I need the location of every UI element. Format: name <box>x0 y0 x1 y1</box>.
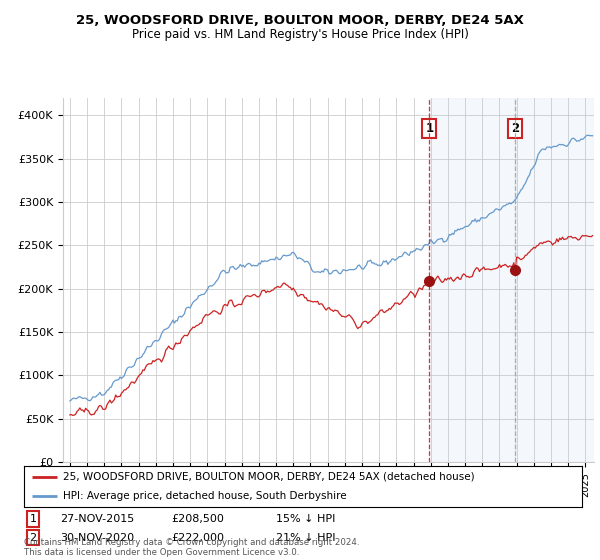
Text: Price paid vs. HM Land Registry's House Price Index (HPI): Price paid vs. HM Land Registry's House … <box>131 28 469 41</box>
Text: 15% ↓ HPI: 15% ↓ HPI <box>276 514 335 524</box>
Text: Contains HM Land Registry data © Crown copyright and database right 2024.
This d: Contains HM Land Registry data © Crown c… <box>24 538 359 557</box>
Text: £222,000: £222,000 <box>171 533 224 543</box>
Text: 1: 1 <box>29 514 37 524</box>
Text: 2: 2 <box>29 533 37 543</box>
Text: £208,500: £208,500 <box>171 514 224 524</box>
Text: 30-NOV-2020: 30-NOV-2020 <box>60 533 134 543</box>
Text: 27-NOV-2015: 27-NOV-2015 <box>60 514 134 524</box>
Text: 21% ↓ HPI: 21% ↓ HPI <box>276 533 335 543</box>
Text: 25, WOODSFORD DRIVE, BOULTON MOOR, DERBY, DE24 5AX: 25, WOODSFORD DRIVE, BOULTON MOOR, DERBY… <box>76 14 524 27</box>
Bar <box>430 98 515 462</box>
Bar <box>515 98 594 462</box>
Text: 1: 1 <box>425 122 433 135</box>
Text: 25, WOODSFORD DRIVE, BOULTON MOOR, DERBY, DE24 5AX (detached house): 25, WOODSFORD DRIVE, BOULTON MOOR, DERBY… <box>63 472 475 482</box>
Text: 2: 2 <box>511 122 520 135</box>
Text: HPI: Average price, detached house, South Derbyshire: HPI: Average price, detached house, Sout… <box>63 491 347 501</box>
